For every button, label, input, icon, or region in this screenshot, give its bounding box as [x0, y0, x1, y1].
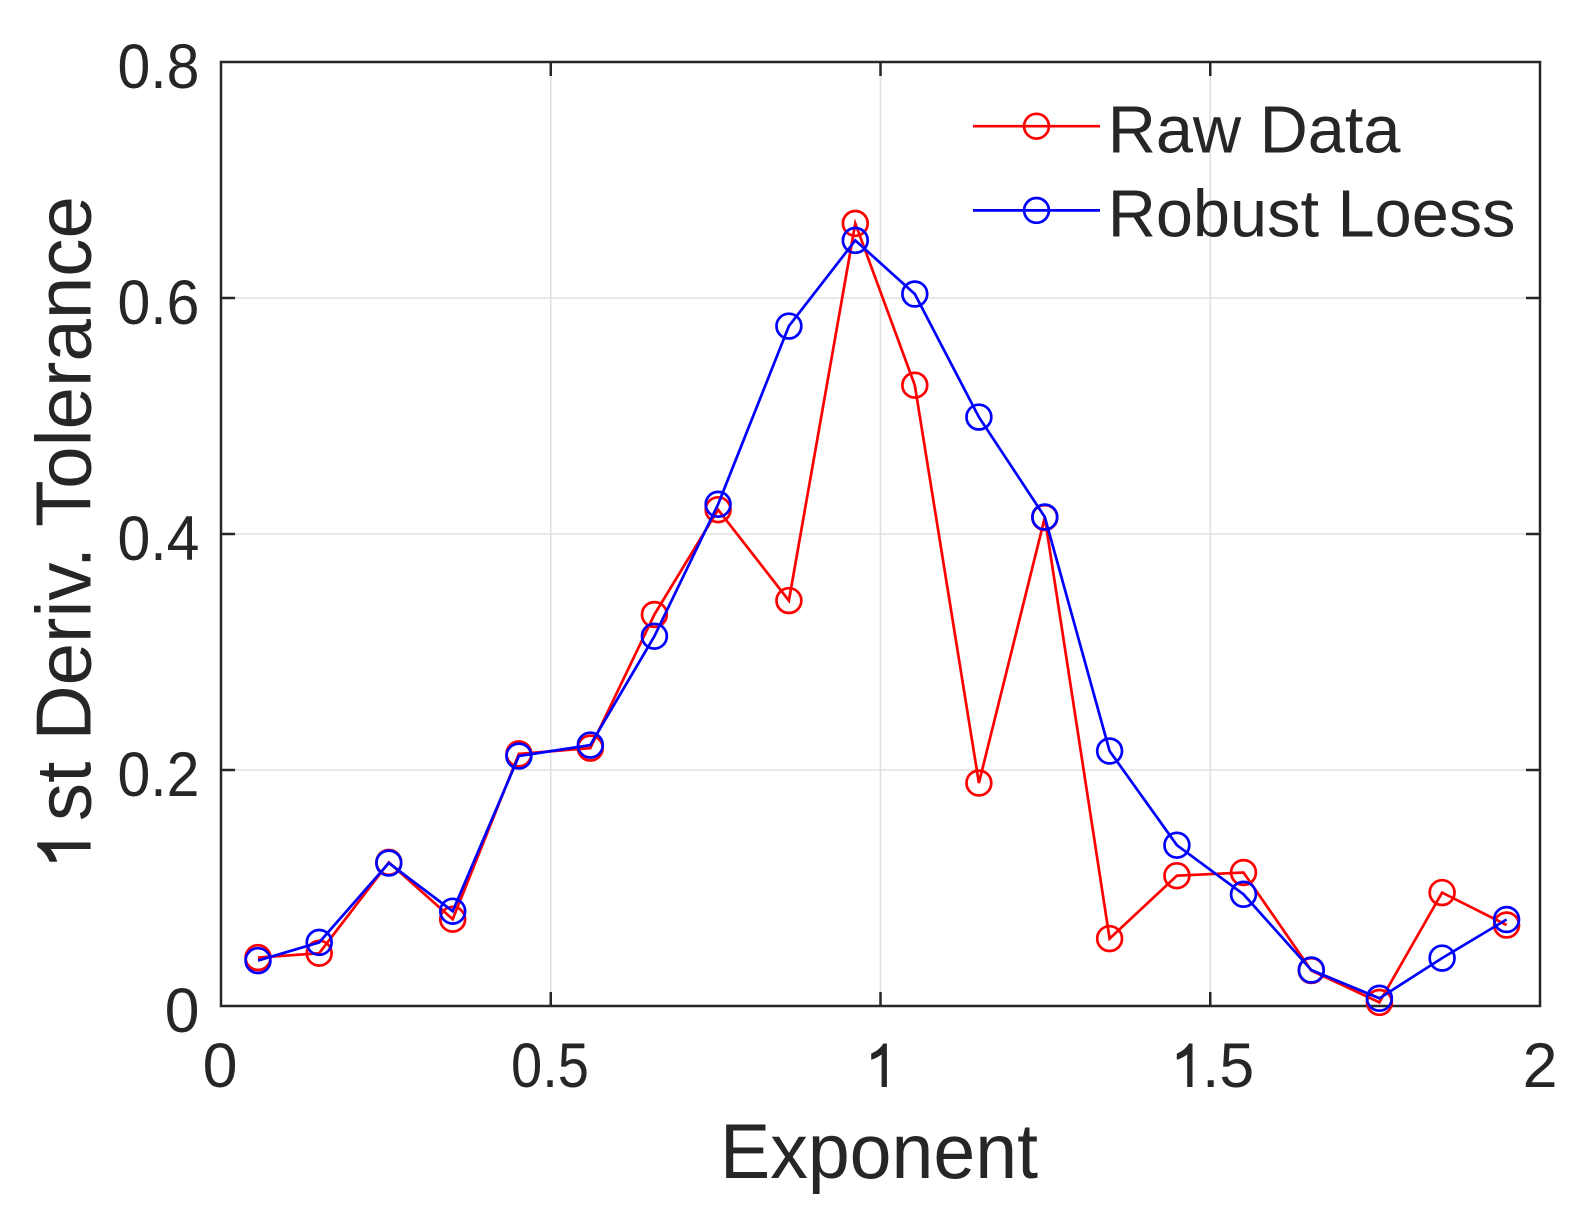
svg-text:0.6: 0.6 [118, 268, 200, 338]
svg-text:2: 2 [1523, 1031, 1558, 1101]
svg-text:0.5: 0.5 [511, 1031, 589, 1101]
svg-text:Raw Data: Raw Data [1108, 94, 1402, 168]
svg-text:Robust Loess: Robust Loess [1108, 178, 1516, 252]
svg-text:0.8: 0.8 [118, 32, 200, 102]
svg-text:0.4: 0.4 [118, 504, 200, 574]
svg-text:Exponent: Exponent [720, 1109, 1038, 1195]
svg-text:st Deriv. Tolerance: st Deriv. Tolerance [22, 196, 108, 821]
svg-text:0: 0 [165, 976, 200, 1046]
svg-text:0: 0 [203, 1031, 238, 1101]
svg-text:.5: .5 [1202, 1031, 1254, 1101]
svg-text:0.2: 0.2 [118, 740, 200, 810]
